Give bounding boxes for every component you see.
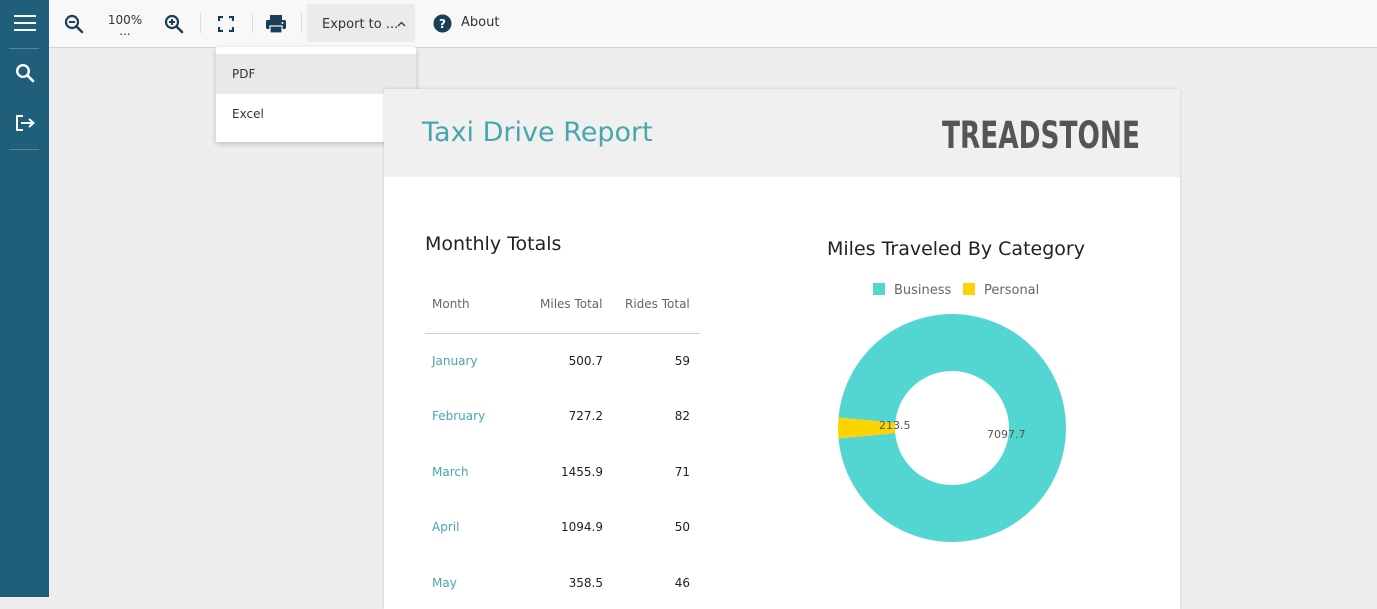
- cell-month[interactable]: January: [432, 354, 478, 368]
- data-label-business: 7097.7: [987, 428, 1026, 441]
- data-label-personal: 213.5: [879, 419, 911, 432]
- cell-month[interactable]: April: [432, 520, 460, 534]
- sidebar-divider: [9, 48, 39, 49]
- print-icon: [266, 14, 286, 34]
- column-header-month: Month: [432, 297, 470, 311]
- monthly-totals-title: Monthly Totals: [425, 233, 562, 255]
- cell-miles: 1455.9: [561, 465, 603, 479]
- cell-rides: 46: [674, 576, 690, 590]
- donut-chart: 7097.7 213.5: [838, 313, 1066, 542]
- toolbar-divider: [301, 13, 302, 33]
- slice-business[interactable]: [838, 313, 1066, 542]
- sidebar: [0, 0, 49, 597]
- export-dropdown: PDF Excel: [216, 47, 416, 142]
- exit-button[interactable]: [0, 100, 49, 146]
- zoom-in-icon: [164, 14, 184, 33]
- menu-icon: [13, 15, 36, 31]
- legend-swatch-personal: [963, 283, 975, 295]
- zoom-out-button[interactable]: [59, 0, 89, 47]
- export-button[interactable]: Export to ...: [307, 4, 415, 42]
- cell-miles: 727.2: [568, 409, 603, 423]
- zoom-level-value: 100%: [107, 13, 143, 27]
- export-option-pdf[interactable]: PDF: [216, 54, 416, 94]
- zoom-more: ...: [119, 24, 131, 38]
- legend-label-business[interactable]: Business: [894, 283, 952, 298]
- print-button[interactable]: [261, 0, 291, 47]
- cell-rides: 71: [674, 465, 690, 479]
- cell-month[interactable]: May: [432, 576, 457, 590]
- about-label[interactable]: About: [461, 15, 500, 30]
- report-header: Taxi Drive Report TREADSTONE: [384, 89, 1180, 177]
- toolbar-divider: [252, 13, 253, 33]
- report-page: Taxi Drive Report TREADSTONE Monthly Tot…: [384, 89, 1180, 609]
- search-button[interactable]: [0, 50, 49, 96]
- toolbar: 100% ... Export to ... ?: [49, 0, 1377, 48]
- cell-month[interactable]: February: [432, 409, 486, 423]
- export-label: Export to ...: [322, 17, 399, 32]
- table-header-divider: [425, 333, 700, 334]
- treadstone-logo: TREADSTONE: [942, 114, 1140, 155]
- exit-icon: [15, 115, 35, 131]
- sidebar-divider: [9, 149, 39, 150]
- cell-miles: 1094.9: [561, 520, 603, 534]
- help-icon: ?: [433, 14, 451, 33]
- cell-rides: 82: [674, 409, 690, 423]
- zoom-level[interactable]: 100% ...: [106, 13, 144, 38]
- chevron-up-icon: [397, 21, 406, 27]
- zoom-in-button[interactable]: [159, 0, 189, 47]
- export-option-label: PDF: [232, 67, 256, 81]
- export-option-excel[interactable]: Excel: [216, 94, 416, 134]
- svg-text:?: ?: [439, 17, 446, 31]
- legend-swatch-business: [873, 283, 885, 295]
- about-button[interactable]: ?: [430, 0, 454, 47]
- column-header-rides: Rides Total: [625, 297, 690, 311]
- svg-text:TREADSTONE: TREADSTONE: [942, 114, 1140, 155]
- cell-miles: 358.5: [568, 576, 603, 590]
- fullscreen-button[interactable]: [211, 0, 241, 47]
- fullscreen-icon: [218, 15, 234, 32]
- search-icon: [15, 63, 34, 83]
- zoom-out-icon: [64, 14, 84, 33]
- menu-button[interactable]: [0, 0, 49, 46]
- cell-miles: 500.7: [568, 354, 603, 368]
- report-title: Taxi Drive Report: [422, 117, 653, 148]
- export-option-label: Excel: [232, 107, 264, 121]
- cell-month[interactable]: March: [432, 465, 469, 479]
- chart-title: Miles Traveled By Category: [827, 238, 1085, 260]
- slice-personal[interactable]: [838, 417, 896, 439]
- cell-rides: 50: [674, 520, 690, 534]
- column-header-miles: Miles Total: [540, 297, 603, 311]
- toolbar-divider: [200, 13, 201, 33]
- cell-rides: 59: [674, 354, 690, 368]
- legend-label-personal[interactable]: Personal: [984, 283, 1040, 298]
